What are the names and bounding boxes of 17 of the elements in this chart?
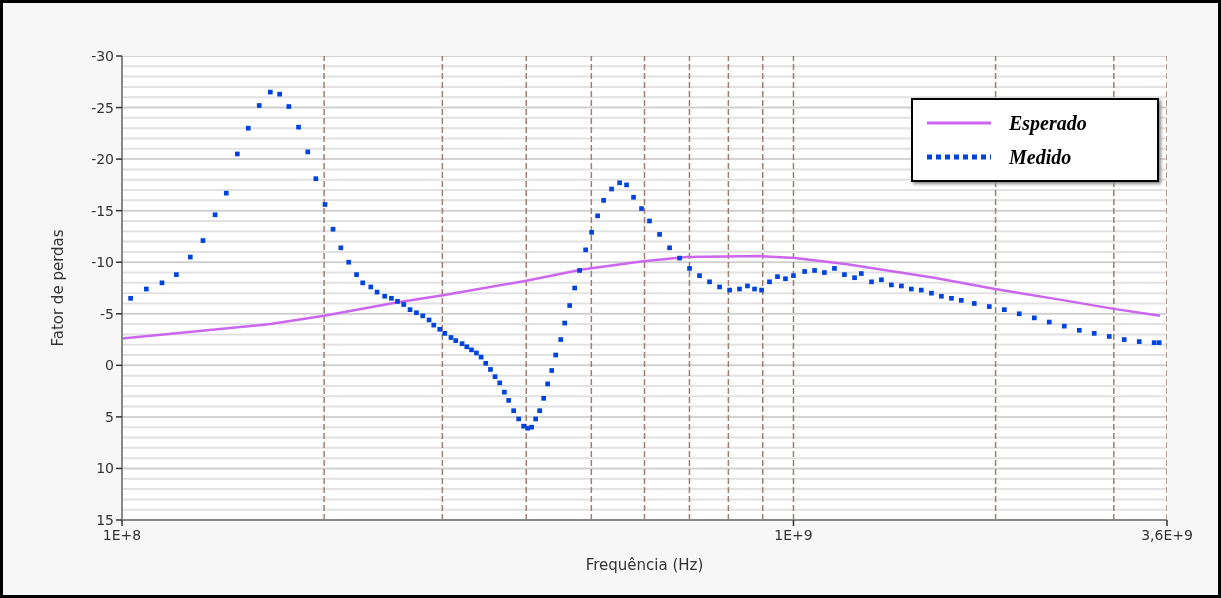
y-tick-label: 10: [96, 460, 114, 477]
legend-label: Medido: [1009, 145, 1072, 169]
y-tick-label: -20: [91, 151, 114, 168]
x-tick-label: 1E+9: [774, 527, 813, 543]
y-tick-label: -25: [91, 99, 114, 116]
x-tick-label: 3,6E+9: [1141, 527, 1193, 543]
legend-label: Esperado: [1009, 111, 1087, 135]
y-tick-label: -30: [91, 48, 114, 64]
y-tick-label: -15: [91, 202, 114, 219]
y-tick-label: -5: [100, 305, 114, 322]
y-axis-title: Fator de perdas: [49, 229, 68, 347]
x-tick-label: 1E+8: [102, 527, 142, 543]
x-axis-title: Frequência (Hz): [585, 556, 704, 574]
y-tick-label: 5: [105, 408, 114, 425]
y-tick-label: -10: [91, 254, 114, 271]
y-tick-label: 0: [105, 357, 114, 374]
y-tick-label: 15: [96, 512, 114, 528]
